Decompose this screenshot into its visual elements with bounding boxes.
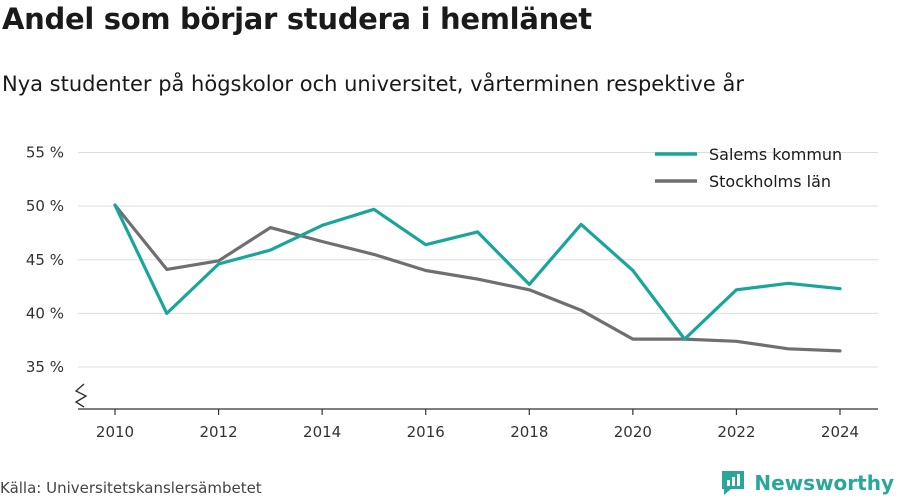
x-tick-label: 2024: [821, 423, 859, 441]
x-tick-label: 2022: [717, 423, 755, 441]
x-tick-label: 2012: [199, 423, 237, 441]
y-tick-label: 40 %: [26, 304, 64, 322]
chart-subtitle: Nya studenter på högskolor och universit…: [2, 72, 744, 96]
y-tick-label: 35 %: [26, 358, 64, 376]
source-note: Källa: Universitetskanslersämbetet: [0, 479, 262, 497]
series-line-salem: [113, 203, 842, 341]
y-tick-label: 45 %: [26, 251, 64, 269]
axes: 35 % 40 % 45 % 50 % 55 % 2010 2012 2014 2016 2018…: [26, 144, 878, 441]
series: [113, 203, 842, 353]
x-tick-label: 2014: [303, 423, 341, 441]
line-chart: 35 % 40 % 45 % 50 % 55 % 2010 2012 2014 2016 2018…: [26, 144, 878, 441]
y-tick-label: 55 %: [26, 144, 64, 162]
y-tick-label: 50 %: [26, 197, 64, 215]
legend-label: Salems kommun: [709, 145, 842, 164]
brand-name: Newsworthy: [754, 471, 894, 495]
gridlines: [78, 152, 878, 368]
legend-label: Stockholms län: [709, 172, 831, 191]
brand-logo: Newsworthy: [720, 468, 894, 498]
legend: Salems kommun Stockholms län: [655, 145, 842, 191]
x-tick-label: 2016: [407, 423, 445, 441]
chart-title: Andel som börjar studera i hemlänet: [2, 2, 592, 36]
x-tick-label: 2020: [614, 423, 652, 441]
newsworthy-icon: [722, 471, 745, 495]
axis-break-icon: [74, 383, 88, 408]
series-line-stockholm: [113, 203, 842, 353]
x-tick-label: 2010: [96, 423, 134, 441]
x-tick-label: 2018: [510, 423, 548, 441]
